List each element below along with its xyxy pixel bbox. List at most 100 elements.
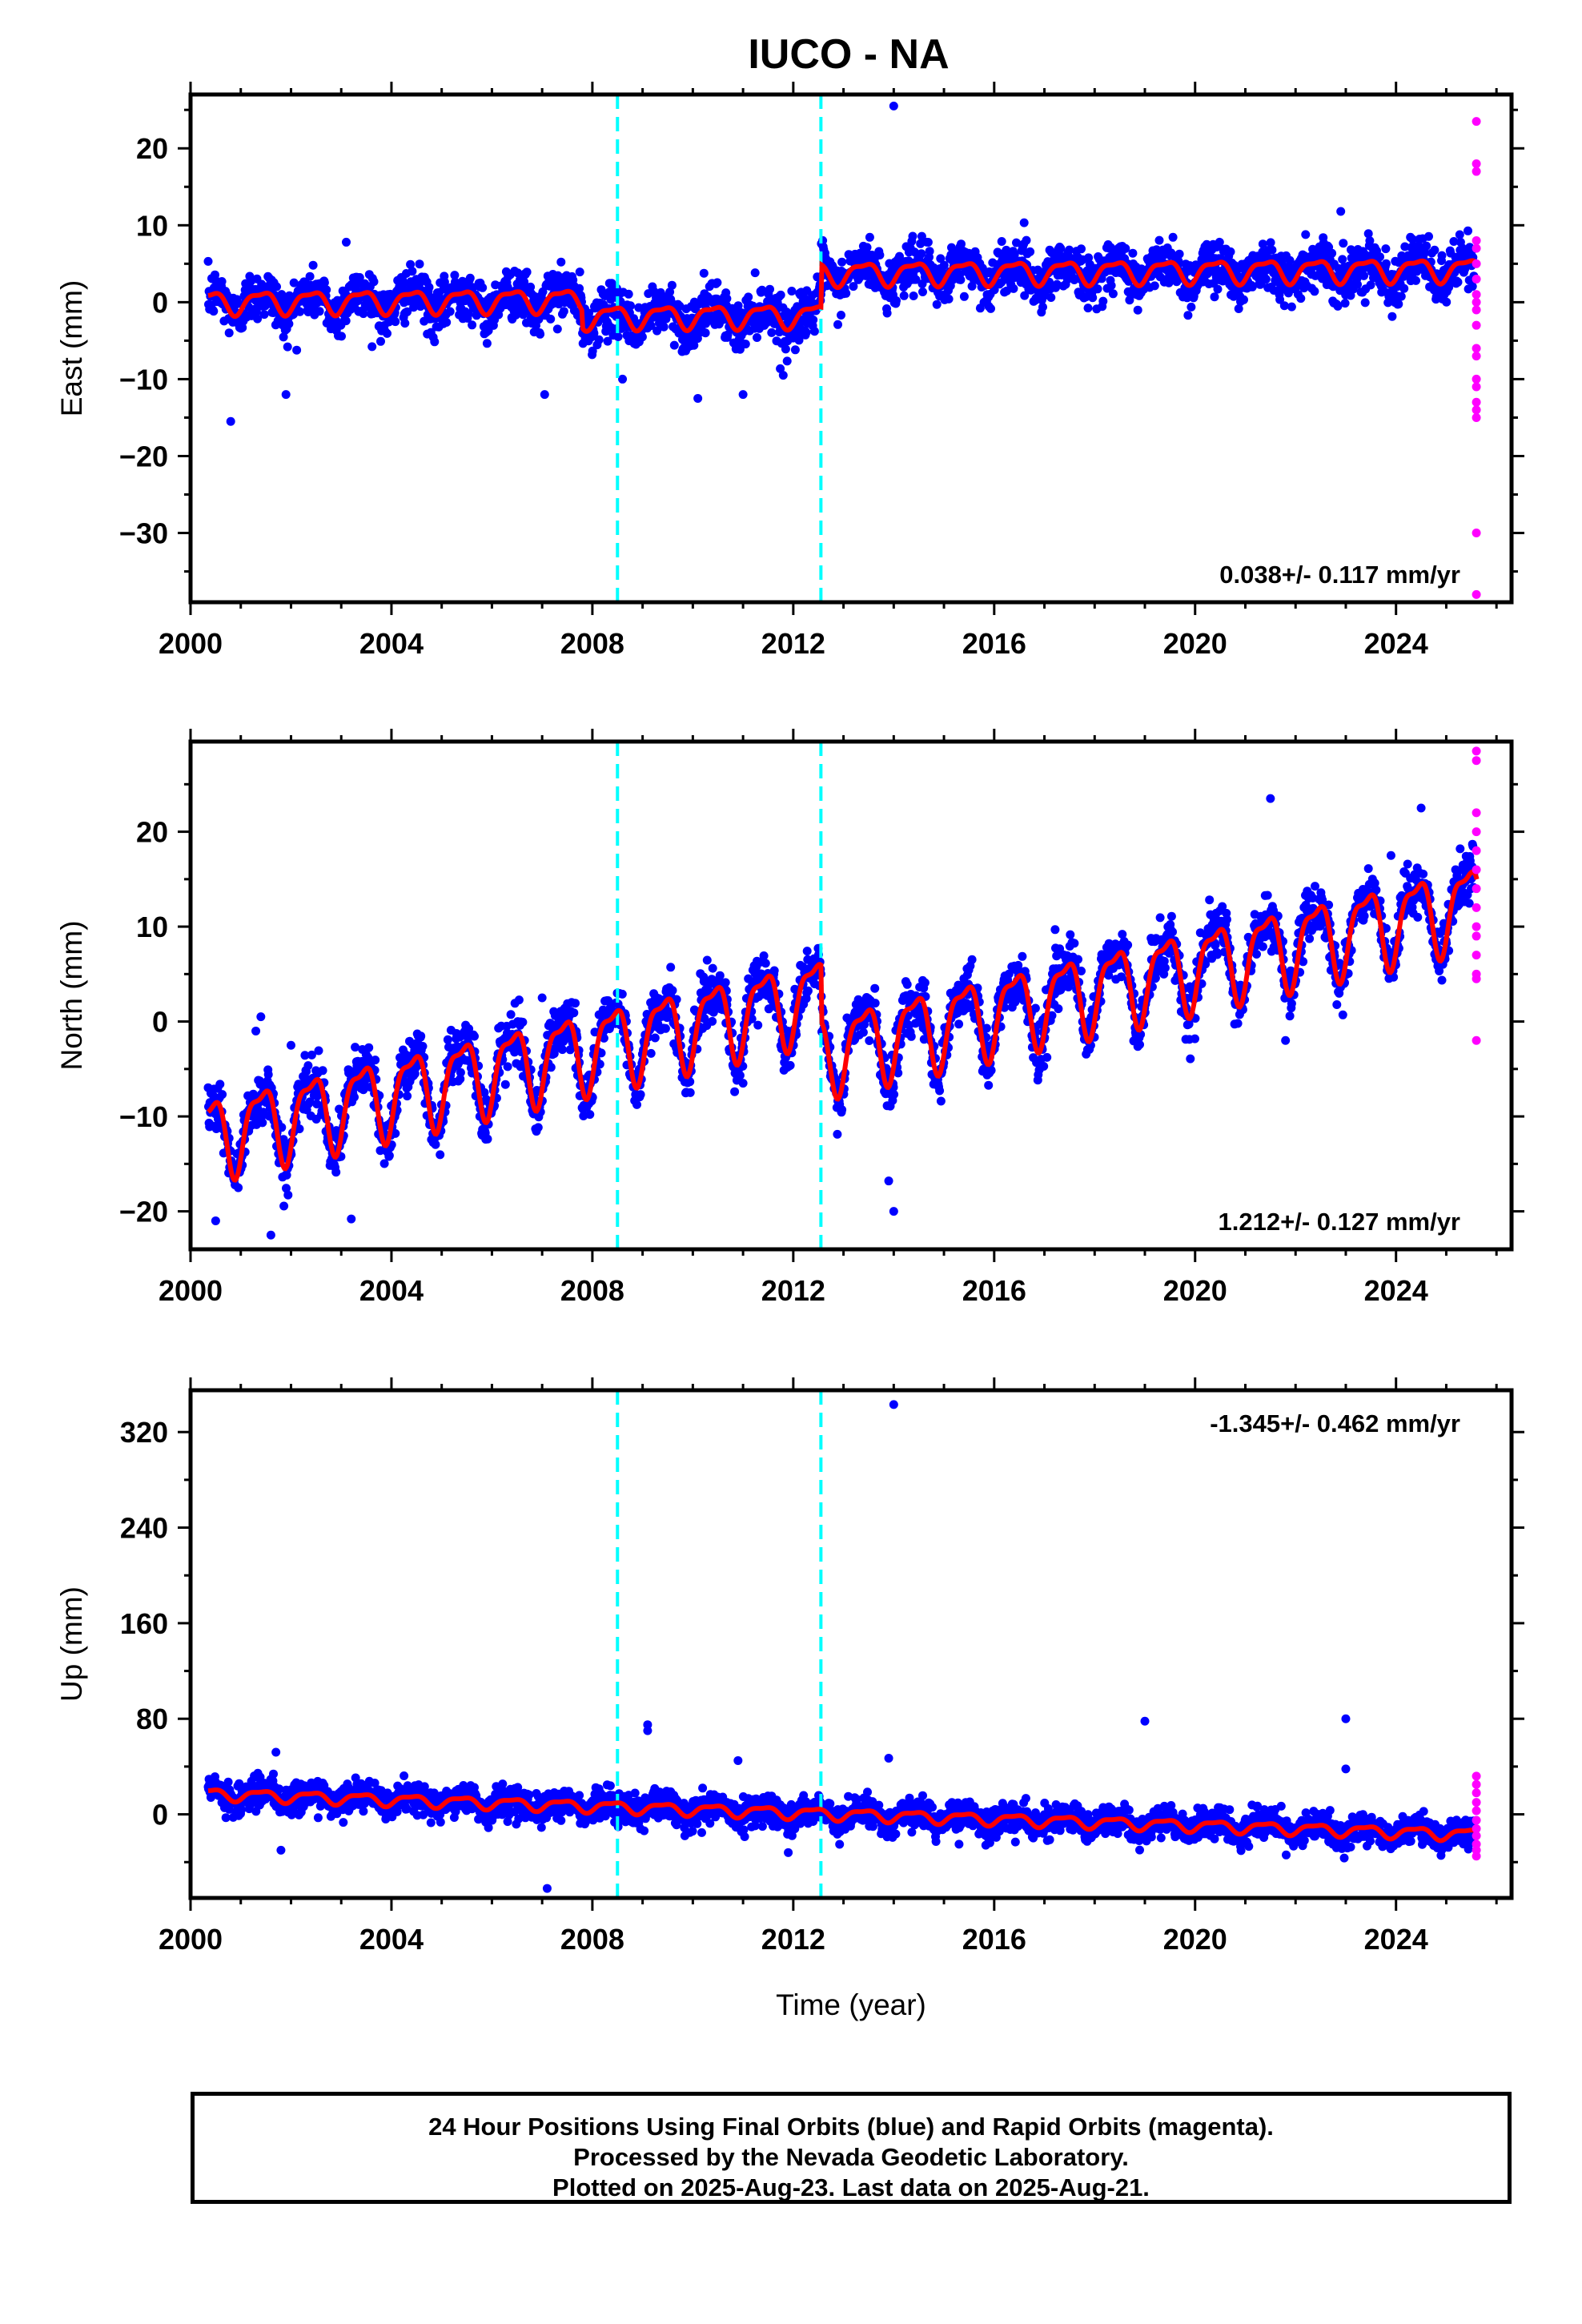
data-point: [303, 1061, 313, 1071]
data-point: [636, 1090, 645, 1100]
data-point: [918, 287, 927, 296]
rapid-point: [1472, 320, 1481, 330]
data-point: [1150, 281, 1159, 291]
data-point: [603, 336, 612, 346]
data-point: [383, 328, 391, 338]
data-point: [376, 336, 385, 346]
data-point: [902, 979, 912, 989]
data-point: [1042, 1052, 1052, 1062]
data-point: [1437, 251, 1447, 260]
plot-area: [203, 94, 1481, 602]
data-point: [552, 324, 562, 334]
data-point: [292, 345, 302, 355]
data-point: [533, 1123, 543, 1132]
data-point: [1038, 302, 1047, 312]
data-point: [875, 251, 885, 259]
data-point: [1340, 299, 1350, 308]
x-tick-label: 2016: [962, 627, 1026, 660]
rapid-point: [1472, 374, 1481, 384]
data-point: [925, 247, 934, 256]
y-tick-label: −10: [119, 363, 168, 396]
y-tick-label: −20: [119, 440, 168, 472]
data-point: [1093, 284, 1102, 294]
data-point: [782, 356, 792, 366]
data-point: [234, 1183, 243, 1192]
data-point: [803, 986, 813, 995]
rapid-orbit-points: [1472, 117, 1481, 599]
data-point: [809, 327, 819, 336]
rapid-point: [1472, 589, 1481, 599]
data-point: [1422, 241, 1431, 251]
data-point: [1020, 291, 1030, 300]
data-point: [440, 277, 449, 287]
data-point: [990, 285, 999, 295]
rapid-point: [1472, 529, 1481, 538]
data-point: [1381, 244, 1391, 254]
data-point: [787, 287, 797, 296]
data-point: [1186, 302, 1196, 312]
rapid-point: [1472, 382, 1481, 392]
data-point: [1411, 275, 1420, 285]
data-point: [1108, 289, 1118, 299]
data-point: [669, 340, 679, 350]
data-point: [1009, 283, 1018, 293]
data-point: [1258, 239, 1267, 249]
data-point: [569, 1008, 579, 1018]
data-point: [613, 332, 623, 341]
data-point: [305, 271, 315, 281]
data-point: [733, 301, 743, 311]
model-fit-line: [207, 258, 1479, 334]
data-point: [837, 257, 847, 267]
data-point: [730, 1087, 740, 1096]
data-point: [889, 1090, 899, 1100]
data-point: [594, 335, 604, 344]
data-point: [1310, 287, 1319, 296]
data-point: [1056, 243, 1066, 253]
plot-frame: [188, 92, 1514, 605]
data-point: [1135, 1039, 1144, 1049]
data-point: [456, 1068, 465, 1077]
data-point: [1174, 249, 1184, 259]
data-point: [442, 318, 452, 327]
outlier-point: [738, 390, 748, 400]
data-point: [319, 278, 329, 287]
data-point: [1054, 1004, 1063, 1014]
data-point: [253, 314, 263, 324]
data-point: [530, 292, 540, 301]
data-point: [506, 1010, 516, 1019]
data-point: [906, 1031, 916, 1041]
data-point: [802, 947, 812, 956]
data-point: [1365, 236, 1375, 246]
x-tick-label: 2008: [560, 627, 624, 660]
data-point: [781, 344, 790, 354]
data-point: [279, 1201, 289, 1211]
data-point: [1239, 295, 1248, 304]
rapid-point: [1472, 344, 1481, 353]
data-point: [699, 268, 709, 278]
data-point: [518, 1017, 528, 1027]
data-point: [450, 271, 460, 280]
data-point: [526, 282, 536, 292]
data-point: [935, 1086, 945, 1096]
data-point: [892, 296, 901, 305]
x-tick-label: 2012: [761, 627, 825, 660]
plot-area: [203, 742, 1481, 1249]
data-point: [258, 1118, 267, 1128]
data-point: [314, 1046, 323, 1055]
data-point: [217, 277, 227, 286]
data-point: [721, 978, 730, 987]
data-point: [650, 1033, 660, 1043]
data-point: [794, 336, 804, 345]
data-point: [478, 283, 488, 292]
data-point: [1464, 226, 1472, 235]
data-point: [833, 320, 842, 329]
data-point: [483, 1134, 492, 1144]
data-point: [701, 328, 710, 338]
outlier-point: [1301, 230, 1311, 239]
data-point: [415, 259, 424, 269]
data-point: [369, 277, 379, 287]
data-point: [289, 278, 299, 287]
data-point: [1074, 955, 1082, 964]
data-point: [759, 951, 769, 960]
data-point: [1022, 235, 1031, 245]
